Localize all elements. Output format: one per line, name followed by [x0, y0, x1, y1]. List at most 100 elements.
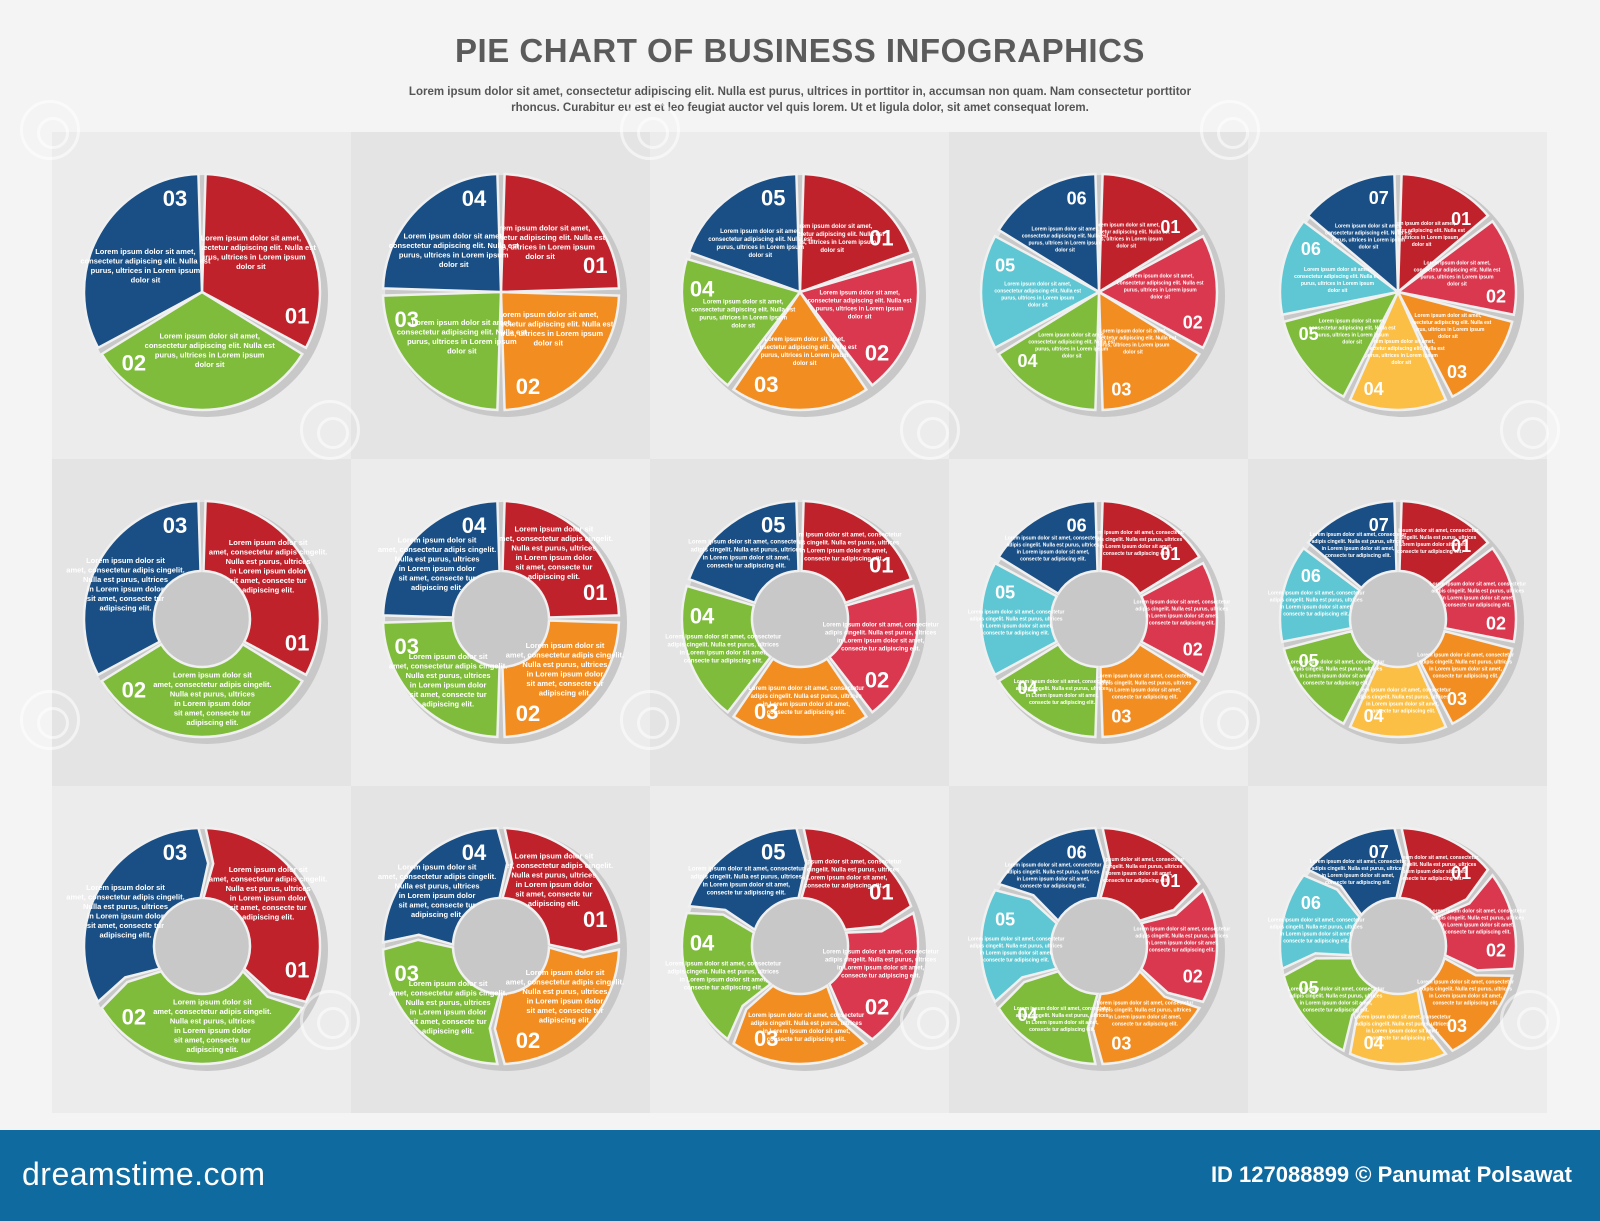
segment-02[interactable]: 02 Lorem ipsum dolor sit amet, consectetu… — [823, 584, 940, 715]
segment-01-number: 01 — [1451, 209, 1471, 229]
segment-02[interactable]: 02 Lorem ipsum dolor sit amet, consectetu… — [1133, 561, 1230, 677]
segment-02[interactable]: 02 Lorem ipsum dolor sit amet, consectetu… — [823, 911, 940, 1041]
segment-01-text: Lorem ipsum dolor sit amet, consectetur a… — [209, 865, 327, 921]
segment-02[interactable]: 02 Lorem ipsum dolor sit amet, consectetu… — [1429, 546, 1526, 644]
segment-05-number: 05 — [995, 910, 1015, 930]
segment-02-shape — [501, 619, 621, 739]
segment-02[interactable]: 02 Lorem ipsum dolor sit amet, consectetu… — [1133, 888, 1230, 1004]
segment-02[interactable]: 02 Lorem ipsum dolor sit amet, consectetur… — [501, 619, 624, 739]
segment-02-text: Lorem ipsum dolor sit amet, consectetur a… — [153, 998, 271, 1054]
segment-02[interactable]: 02 Lorem ipsum dolor sit amet, consectetur… — [100, 969, 305, 1066]
segment-03-number: 03 — [1111, 706, 1131, 726]
segment-02[interactable]: 02 Lorem ipsum dolor sit amet, consectetur… — [493, 945, 624, 1066]
watermark-spiral-icon — [1200, 690, 1260, 750]
chart-panel-donut-6: 01 Lorem ipsum dolor sit amet, consectetu… — [949, 459, 1248, 786]
segment-02[interactable]: 02 Lorem ipsum dolor sit amet, consectetur… — [99, 642, 305, 739]
segment-01-text: Lorem ipsum dolor sit amet, consectetur a… — [495, 851, 613, 908]
segment-02-number: 02 — [1183, 966, 1203, 986]
segment-03-text: Lorem ipsum dolor sit amet, consectetur a… — [80, 247, 211, 285]
segment-03-text: Lorem ipsum dolor sit amet, consectetur a… — [753, 337, 857, 367]
segment-01-shape — [202, 499, 322, 677]
segment-01-shape — [501, 499, 621, 619]
dreamstime-logo[interactable]: dreamstime.com — [22, 1156, 266, 1192]
image-credit: ID 127088899 © Panumat Polsawat — [1210, 1162, 1572, 1187]
segment-03-text: Lorem ipsum dolor sit amet, consectetur a… — [66, 556, 184, 613]
chart-panel-donut-5: 01 Lorem ipsum dolor sit amet, consectetu… — [650, 459, 949, 786]
segment-05-shape — [979, 888, 1059, 1004]
segment-02-text: Lorem ipsum dolor sit amet, consectetur a… — [1133, 926, 1230, 953]
segment-06[interactable]: 06 Lorem ipsum dolor sit amet, consectetur… — [996, 172, 1109, 295]
segment-07[interactable]: 07 Lorem ipsum dolor sit amet, consectetur… — [1306, 172, 1412, 295]
segment-02-text: Lorem ipsum dolor sit amet, consectetur a… — [1429, 582, 1526, 609]
segment-06[interactable]: 06 Lorem ipsum dolor sit amet, consectetur… — [1278, 219, 1402, 317]
segment-02[interactable]: 02 Lorem ipsum dolor sit amet, consectetu… — [1429, 873, 1526, 972]
segment-01-text: Lorem ipsum dolor sit amet, consectetur a… — [1083, 223, 1170, 250]
segment-01-number: 01 — [583, 253, 607, 278]
segment-06-number: 06 — [1067, 843, 1087, 863]
segment-03-shape — [82, 172, 204, 350]
